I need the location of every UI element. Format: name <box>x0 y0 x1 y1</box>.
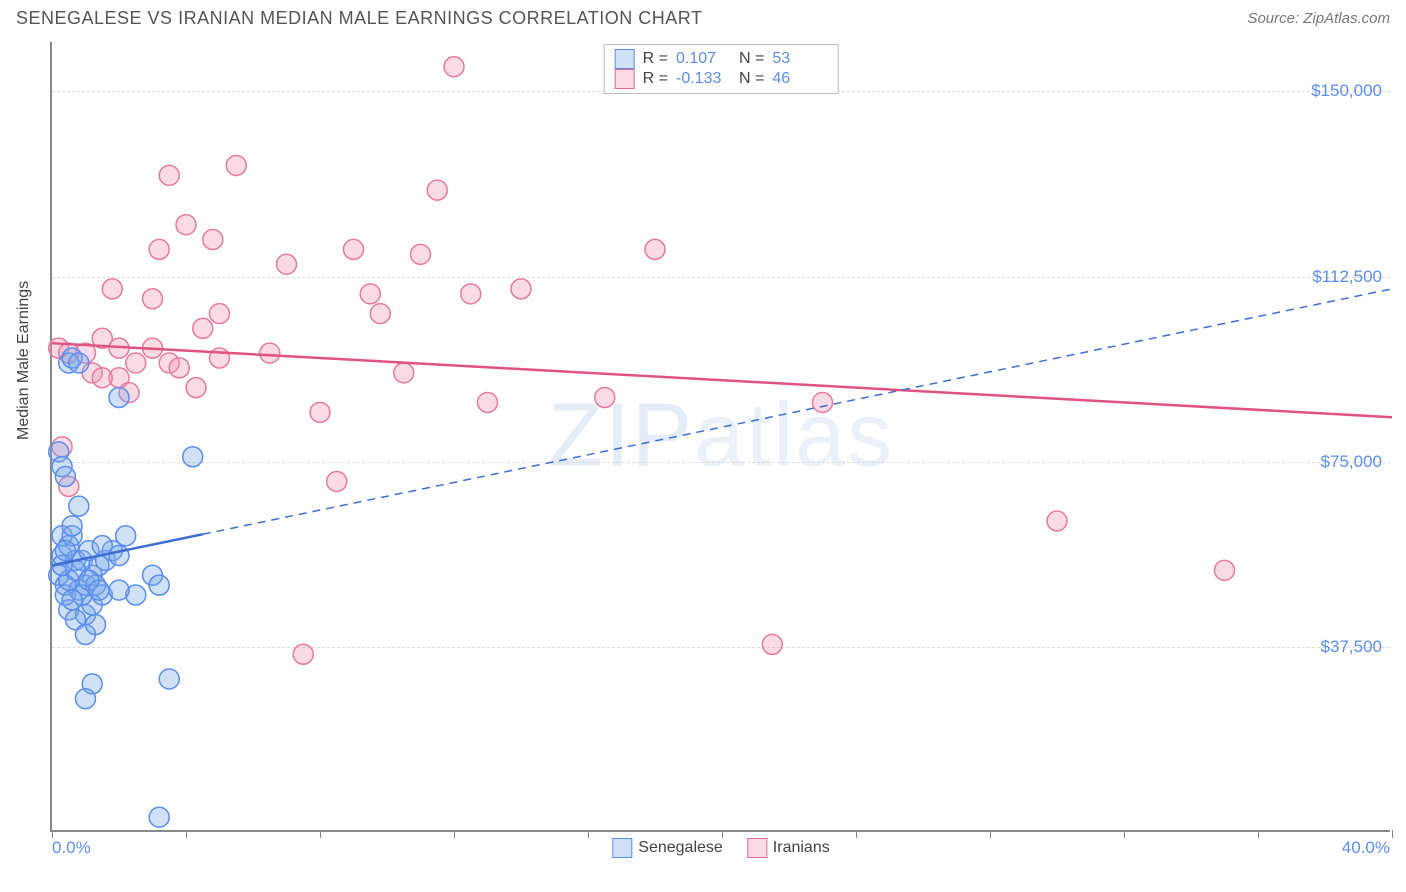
trend-line-pink <box>52 343 1392 417</box>
source-label: Source: ZipAtlas.com <box>1247 10 1390 27</box>
data-point <box>645 239 665 259</box>
data-point <box>149 807 169 827</box>
scatter-plot-svg <box>52 42 1390 830</box>
data-point <box>360 284 380 304</box>
data-point <box>203 230 223 250</box>
data-point <box>327 471 347 491</box>
legend-label: Senegalese <box>638 839 723 857</box>
n-value: 53 <box>772 50 827 68</box>
chart-title: SENEGALESE VS IRANIAN MEDIAN MALE EARNIN… <box>16 8 702 29</box>
y-tick-label: $112,500 <box>1312 267 1382 287</box>
n-value: 46 <box>772 70 827 88</box>
data-point <box>159 165 179 185</box>
series-legend: Senegalese Iranians <box>612 838 829 858</box>
legend-row-pink: R = -0.133 N = 46 <box>615 69 828 89</box>
n-label: N = <box>739 70 764 88</box>
x-tick <box>320 830 321 838</box>
legend-item-senegalese: Senegalese <box>612 838 723 858</box>
data-point <box>1047 511 1067 531</box>
data-point <box>762 634 782 654</box>
data-point <box>109 580 129 600</box>
n-label: N = <box>739 50 764 68</box>
data-point <box>427 180 447 200</box>
data-point <box>1215 560 1235 580</box>
chart-plot-area: ZIPatlas R = 0.107 N = 53 R = -0.133 N =… <box>50 42 1390 832</box>
swatch-blue <box>612 838 632 858</box>
data-point <box>92 368 112 388</box>
data-point <box>370 304 390 324</box>
swatch-pink <box>747 838 767 858</box>
correlation-legend: R = 0.107 N = 53 R = -0.133 N = 46 <box>604 44 839 94</box>
data-point <box>149 575 169 595</box>
x-tick <box>588 830 589 838</box>
data-point <box>109 388 129 408</box>
x-tick <box>186 830 187 838</box>
x-tick <box>1392 830 1393 838</box>
data-point <box>69 353 89 373</box>
data-point <box>344 239 364 259</box>
x-tick <box>722 830 723 838</box>
data-point <box>186 378 206 398</box>
data-point <box>149 239 169 259</box>
legend-item-iranians: Iranians <box>747 838 830 858</box>
data-point <box>55 541 75 561</box>
x-tick <box>1258 830 1259 838</box>
data-point <box>126 353 146 373</box>
y-axis-label: Median Male Earnings <box>15 281 33 440</box>
y-tick-label: $37,500 <box>1321 637 1382 657</box>
data-point <box>89 580 109 600</box>
data-point <box>159 669 179 689</box>
r-label: R = <box>643 50 668 68</box>
data-point <box>116 526 136 546</box>
data-point <box>176 215 196 235</box>
data-point <box>394 363 414 383</box>
data-point <box>169 358 189 378</box>
data-point <box>69 496 89 516</box>
data-point <box>511 279 531 299</box>
r-value: -0.133 <box>676 70 731 88</box>
data-point <box>62 516 82 536</box>
x-max-label: 40.0% <box>1342 838 1390 858</box>
r-value: 0.107 <box>676 50 731 68</box>
data-point <box>86 615 106 635</box>
data-point <box>102 279 122 299</box>
x-tick <box>856 830 857 838</box>
x-tick <box>454 830 455 838</box>
data-point <box>210 304 230 324</box>
x-min-label: 0.0% <box>52 838 91 858</box>
data-point <box>293 644 313 664</box>
data-point <box>55 467 75 487</box>
data-point <box>193 318 213 338</box>
data-point <box>260 343 280 363</box>
data-point <box>461 284 481 304</box>
x-tick <box>1124 830 1125 838</box>
data-point <box>411 244 431 264</box>
y-tick-label: $75,000 <box>1321 452 1382 472</box>
y-tick-label: $150,000 <box>1311 81 1382 101</box>
r-label: R = <box>643 70 668 88</box>
data-point <box>183 447 203 467</box>
data-point <box>813 392 833 412</box>
data-point <box>226 155 246 175</box>
legend-row-blue: R = 0.107 N = 53 <box>615 49 828 69</box>
data-point <box>62 590 82 610</box>
data-point <box>143 289 163 309</box>
data-point <box>444 57 464 77</box>
trend-line-blue-dashed <box>203 289 1392 534</box>
data-point <box>595 388 615 408</box>
data-point <box>277 254 297 274</box>
swatch-blue <box>615 49 635 69</box>
data-point <box>310 402 330 422</box>
data-point <box>478 392 498 412</box>
x-tick <box>52 830 53 838</box>
swatch-pink <box>615 69 635 89</box>
legend-label: Iranians <box>773 839 830 857</box>
x-tick <box>990 830 991 838</box>
data-point <box>109 546 129 566</box>
data-point <box>76 689 96 709</box>
